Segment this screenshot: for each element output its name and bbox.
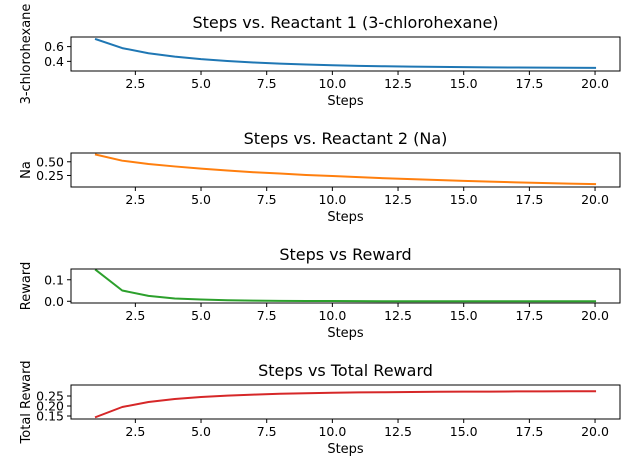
y-tick-label: 0.15 <box>36 409 64 424</box>
subplot-3-y-axis-label: Reward <box>19 262 34 310</box>
subplot-3: Steps vs Reward 2.5 5.0 7.5 10.0 12.5 15.0 17.5… <box>19 245 621 341</box>
x-tick-label: 17.5 <box>515 424 543 439</box>
subplot-4-series-line <box>94 390 597 419</box>
y-tick-label: 0.1 <box>44 272 64 287</box>
subplot-1-axes-frame <box>70 36 621 72</box>
y-tick-label: 0.20 <box>36 399 64 414</box>
x-tick-label: 2.5 <box>125 424 145 439</box>
x-tick-label: 15.0 <box>450 76 478 91</box>
y-tick-label: 0.50 <box>36 154 64 169</box>
x-tick-label: 7.5 <box>257 308 277 323</box>
x-tick-label: 12.5 <box>384 424 412 439</box>
x-tick-label: 5.0 <box>191 192 211 207</box>
subplot-4: Steps vs Total Reward 2.5 5.0 7.5 10.0 12.5 15… <box>19 361 621 457</box>
x-tick-label: 12.5 <box>384 308 412 323</box>
x-tick-label: 15.0 <box>450 192 478 207</box>
subplot-4-title: Steps vs Total Reward <box>258 361 433 380</box>
y-tick-label: 0.4 <box>44 54 64 69</box>
subplot-2: Steps vs. Reactant 2 (Na) 2.5 5.0 7.5 10.0 12… <box>19 129 621 225</box>
x-tick-label: 5.0 <box>191 76 211 91</box>
subplot-1-title: Steps vs. Reactant 1 (3-chlorohexane) <box>192 13 498 32</box>
subplot-2-x-axis-label: Steps <box>327 210 364 225</box>
subplot-1-y-axis-label: 3-chlorohexane <box>19 4 34 105</box>
subplot-4-axes-frame <box>70 384 621 420</box>
x-tick-label: 12.5 <box>384 192 412 207</box>
x-tick-label: 2.5 <box>125 308 145 323</box>
subplot-2-title: Steps vs. Reactant 2 (Na) <box>244 129 448 148</box>
x-tick-label: 7.5 <box>257 76 277 91</box>
x-tick-label: 20.0 <box>581 76 609 91</box>
subplot-4-x-axis-label: Steps <box>327 442 364 457</box>
y-tick-label: 0.25 <box>36 168 64 183</box>
subplot-1-x-axis-label: Steps <box>327 94 364 109</box>
subplot-2-y-axis-label: Na <box>19 161 34 179</box>
x-tick-label: 2.5 <box>125 76 145 91</box>
subplot-3-axes-frame <box>70 268 621 304</box>
x-tick-label: 17.5 <box>515 76 543 91</box>
x-tick-label: 17.5 <box>515 308 543 323</box>
subplot-1: Steps vs. Reactant 1 (3-chlorohexane) 2.5… <box>19 4 621 109</box>
x-tick-label: 5.0 <box>191 424 211 439</box>
x-tick-label: 15.0 <box>450 308 478 323</box>
y-tick-label: 0.0 <box>44 294 64 309</box>
x-tick-label: 15.0 <box>450 424 478 439</box>
subplot-2-series-line <box>94 153 597 186</box>
x-tick-label: 20.0 <box>581 424 609 439</box>
x-tick-label: 10.0 <box>318 76 346 91</box>
x-tick-label: 10.0 <box>318 424 346 439</box>
x-tick-label: 7.5 <box>257 424 277 439</box>
subplot-1-series-line <box>94 37 597 69</box>
x-tick-label: 20.0 <box>581 308 609 323</box>
subplot-3-title: Steps vs Reward <box>279 245 411 264</box>
subplot-3-series-line <box>94 268 597 303</box>
x-tick-label: 5.0 <box>191 308 211 323</box>
x-tick-label: 7.5 <box>257 192 277 207</box>
subplot-4-y-axis-label: Total Reward <box>19 361 34 445</box>
subplot-3-x-axis-label: Steps <box>327 326 364 341</box>
x-tick-label: 20.0 <box>581 192 609 207</box>
x-tick-label: 12.5 <box>384 76 412 91</box>
y-tick-label: 0.25 <box>36 389 64 404</box>
x-tick-label: 10.0 <box>318 192 346 207</box>
y-tick-label: 0.6 <box>44 39 64 54</box>
x-tick-label: 10.0 <box>318 308 346 323</box>
x-tick-label: 17.5 <box>515 192 543 207</box>
subplot-2-axes-frame <box>70 152 621 188</box>
x-tick-label: 2.5 <box>125 192 145 207</box>
